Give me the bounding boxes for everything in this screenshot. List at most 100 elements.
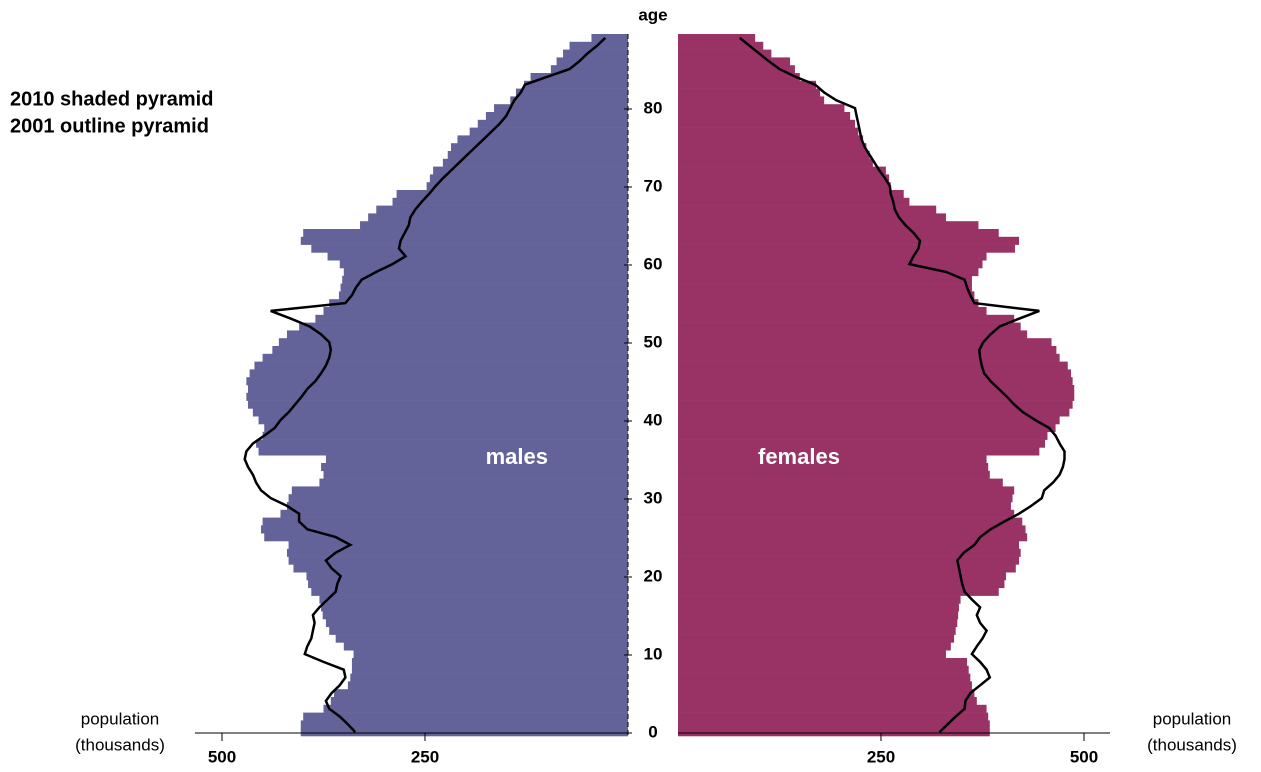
bar xyxy=(262,517,628,526)
bar xyxy=(678,541,1020,550)
bar xyxy=(678,244,1015,253)
bar xyxy=(556,57,628,66)
bar xyxy=(264,424,628,433)
bar xyxy=(678,166,886,175)
bar xyxy=(678,642,951,651)
bar xyxy=(291,486,628,495)
bar xyxy=(678,143,867,152)
bar xyxy=(340,283,628,292)
bar xyxy=(678,665,969,674)
bar xyxy=(678,361,1068,370)
bar xyxy=(524,80,628,89)
bar xyxy=(325,455,628,464)
bar xyxy=(678,213,946,222)
y-tick-label: 0 xyxy=(648,722,657,741)
bar xyxy=(563,49,628,58)
bar xyxy=(293,564,628,573)
bar xyxy=(678,603,959,612)
bar xyxy=(335,634,628,643)
bar xyxy=(288,556,628,565)
bar xyxy=(678,697,977,706)
bar xyxy=(678,408,1070,417)
y-tick-label: 50 xyxy=(644,332,663,351)
bar xyxy=(450,143,628,152)
bar xyxy=(678,197,910,206)
outline-line xyxy=(738,36,1066,734)
bar xyxy=(569,41,628,50)
y-tick-label: 70 xyxy=(644,176,663,195)
series-label: females xyxy=(758,444,840,469)
bar xyxy=(286,502,628,511)
bar xyxy=(477,119,628,128)
y-tick-label: 80 xyxy=(644,98,663,117)
bar xyxy=(678,127,859,136)
bar xyxy=(334,689,628,698)
bar xyxy=(278,338,628,347)
bar xyxy=(678,400,1073,409)
bar xyxy=(678,151,870,160)
bar xyxy=(288,541,628,550)
bar xyxy=(678,291,975,300)
bar xyxy=(311,587,628,596)
bar xyxy=(329,299,628,308)
bar xyxy=(678,463,989,472)
bar xyxy=(258,447,628,456)
bar xyxy=(246,392,629,401)
bar xyxy=(678,104,845,113)
bar xyxy=(494,104,628,113)
bar xyxy=(350,673,628,682)
bar xyxy=(678,572,1007,581)
bar xyxy=(678,268,979,277)
bar xyxy=(678,236,1020,245)
bar xyxy=(678,205,937,214)
y-tick-label: 30 xyxy=(644,488,663,507)
bar xyxy=(678,447,1040,456)
bar xyxy=(678,299,979,308)
bar xyxy=(322,611,628,620)
bar xyxy=(353,650,628,659)
bar xyxy=(447,151,628,160)
y-tick-label: 10 xyxy=(644,644,663,663)
bar xyxy=(457,135,628,144)
bar xyxy=(678,564,1016,573)
bar xyxy=(678,338,1052,347)
bar xyxy=(678,517,1023,526)
bar xyxy=(321,463,628,472)
bar xyxy=(678,385,1075,394)
bar xyxy=(342,275,628,284)
bar xyxy=(347,681,628,690)
bar xyxy=(319,478,628,487)
bar xyxy=(678,307,987,316)
bar xyxy=(678,525,1026,534)
bar xyxy=(319,595,628,604)
x-axis-label: population xyxy=(1153,709,1231,728)
bar xyxy=(286,548,628,557)
bar xyxy=(260,525,628,534)
bar xyxy=(247,385,628,394)
bar xyxy=(678,424,1056,433)
bar xyxy=(678,548,1021,557)
bar xyxy=(678,174,890,183)
bar xyxy=(262,353,628,362)
x-axis-label: (thousands) xyxy=(75,735,165,754)
bar xyxy=(308,580,628,589)
bar xyxy=(678,252,987,261)
bar xyxy=(678,221,979,230)
bar xyxy=(678,369,1072,378)
bar xyxy=(272,346,628,355)
bar xyxy=(303,712,628,721)
bar xyxy=(678,96,825,105)
bar xyxy=(264,533,628,542)
x-axis-label: (thousands) xyxy=(1147,735,1237,754)
bar xyxy=(258,416,628,425)
outline-line xyxy=(243,36,607,733)
bar xyxy=(315,314,628,323)
bar xyxy=(510,96,628,105)
bar xyxy=(678,34,756,43)
bar xyxy=(351,665,628,674)
bar xyxy=(678,587,999,596)
bar xyxy=(252,408,628,417)
bar xyxy=(678,80,817,89)
bar xyxy=(678,689,975,698)
bar xyxy=(678,353,1060,362)
